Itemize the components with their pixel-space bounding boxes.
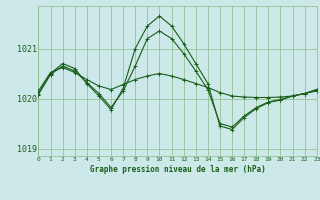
X-axis label: Graphe pression niveau de la mer (hPa): Graphe pression niveau de la mer (hPa) xyxy=(90,165,266,174)
